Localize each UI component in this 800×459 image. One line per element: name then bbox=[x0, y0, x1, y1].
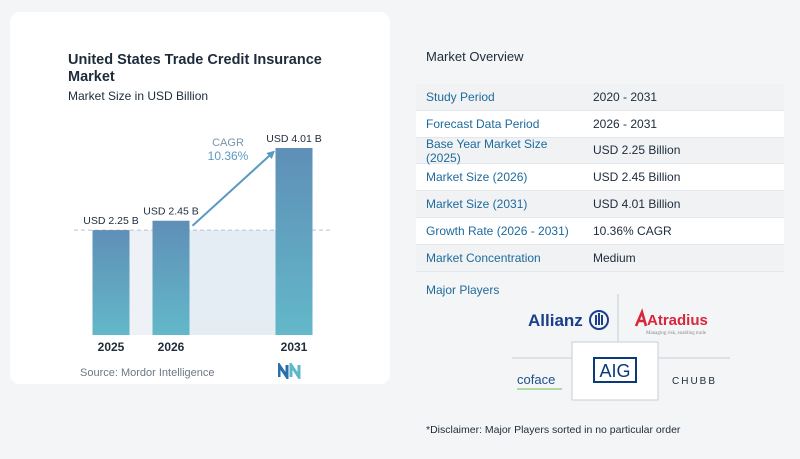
bar-2031 bbox=[275, 148, 313, 335]
overview-value: USD 2.25 Billion bbox=[593, 143, 681, 158]
allianz-logo: Allianz bbox=[528, 311, 583, 330]
overview-label: Study Period bbox=[426, 89, 495, 104]
overview-row: Forecast Data Period 2026 - 2031 bbox=[416, 110, 784, 138]
bar-value-label: USD 2.25 B bbox=[83, 215, 138, 227]
overview-value: USD 2.45 Billion bbox=[593, 170, 681, 185]
cagr-value: 10.36% bbox=[208, 149, 249, 163]
chubb-logo: CHUBB bbox=[672, 376, 717, 387]
growth-shade bbox=[189, 230, 276, 335]
cagr-label: CAGR bbox=[212, 137, 244, 149]
overview-row: Base Year Market Size (2025) USD 2.25 Bi… bbox=[416, 136, 784, 165]
x-tick-label: 2026 bbox=[158, 340, 185, 354]
atradius-logo: Atradius bbox=[647, 312, 708, 329]
coface-logo: coface bbox=[517, 372, 555, 387]
bar-2025 bbox=[92, 230, 130, 335]
overview-title: Market Overview bbox=[426, 49, 524, 64]
overview-label: Market Size (2026) bbox=[426, 170, 528, 185]
x-tick-label: 2025 bbox=[98, 340, 125, 354]
overview-row: Market Size (2031) USD 4.01 Billion bbox=[416, 191, 784, 218]
overview-value: 2026 - 2031 bbox=[593, 116, 658, 131]
x-tick-label: 2031 bbox=[281, 340, 308, 354]
bar-chart: USD 2.25 B 2025 USD 2.45 B 2026 USD 4.01 B 20… bbox=[74, 133, 330, 354]
disclaimer: *Disclaimer: Major Players sorted in no … bbox=[426, 424, 681, 436]
overview-value: 10.36% CAGR bbox=[593, 223, 672, 238]
gap-shade bbox=[129, 230, 153, 335]
overview-label: Market Concentration bbox=[426, 250, 541, 265]
bar-value-label: USD 2.45 B bbox=[143, 206, 198, 218]
overview-value: 2020 - 2031 bbox=[593, 89, 658, 104]
overview-label: Market Size (2031) bbox=[426, 197, 528, 212]
allianz-emblem-icon bbox=[589, 310, 609, 330]
major-players-logos: Allianz Atradius Managing risk, enabling… bbox=[512, 294, 730, 401]
cagr-arrow bbox=[191, 150, 275, 227]
overview-value: Medium bbox=[593, 250, 636, 265]
mordor-intelligence-logo bbox=[278, 363, 301, 379]
overview-label: Base Year Market Size (2025) bbox=[426, 136, 548, 165]
overview-label: Forecast Data Period bbox=[426, 116, 540, 131]
overview-table: Study Period 2020 - 2031 Forecast Data P… bbox=[416, 84, 784, 272]
chart-subtitle: Market Size in USD Billion bbox=[68, 89, 209, 103]
bar-2026 bbox=[152, 220, 190, 335]
aig-logo: AIG bbox=[599, 361, 630, 381]
overview-label: Growth Rate (2026 - 2031) bbox=[426, 223, 569, 238]
overview-row: Growth Rate (2026 - 2031) 10.36% CAGR bbox=[416, 217, 784, 245]
atradius-tagline: Managing risk, enabling trade bbox=[646, 331, 707, 336]
chart-title: United States Trade Credit Insurance Mar… bbox=[68, 52, 322, 85]
overview-value: USD 4.01 Billion bbox=[593, 197, 681, 212]
major-players-title: Major Players bbox=[426, 283, 500, 297]
bar-value-label: USD 4.01 B bbox=[266, 133, 321, 145]
atradius-mark-icon bbox=[634, 308, 648, 327]
overview-row: Market Concentration Medium bbox=[416, 244, 784, 272]
overview-row: Market Size (2026) USD 2.45 Billion bbox=[416, 164, 784, 192]
source-note: Source: Mordor Intelligence bbox=[80, 367, 215, 379]
overview-row: Study Period 2020 - 2031 bbox=[416, 84, 784, 111]
aig-box bbox=[593, 357, 637, 383]
